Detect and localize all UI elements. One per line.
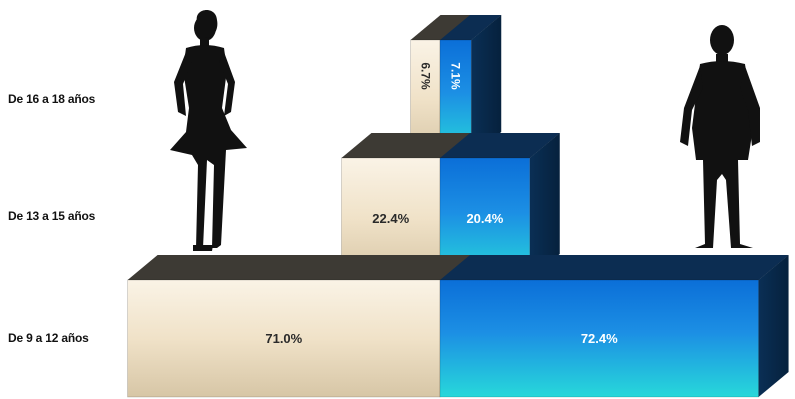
data-label-male-de-9-a-12-a-os: 72.4% (581, 331, 618, 346)
bar-top-face-male-de-16-a-18-a-os (440, 15, 502, 40)
female-silhouette-icon (170, 9, 247, 251)
bar-side-face-de-9-a-12-a-os (758, 255, 789, 397)
bar-side-face-de-16-a-18-a-os (471, 15, 502, 157)
category-label-16-18: De 16 a 18 años (8, 92, 96, 106)
data-label-female-de-16-a-18-a-os: 6.7% (418, 62, 432, 90)
data-label-male-de-13-a-15-a-os: 20.4% (466, 211, 503, 226)
labels-layer: 6.7% 7.1% 22.4% 20.4% 71.0% 72.4% (265, 62, 618, 346)
category-label-13-15: De 13 a 15 años (8, 209, 96, 223)
data-label-female-de-13-a-15-a-os: 22.4% (372, 211, 409, 226)
male-silhouette-icon (680, 25, 760, 248)
bar-top-face-male-de-13-a-15-a-os (440, 133, 560, 158)
bars-layer (127, 15, 789, 398)
bar-female-de-9-a-12-a-os (127, 279, 441, 398)
bar-side-face-de-13-a-15-a-os (529, 133, 560, 279)
data-label-female-de-9-a-12-a-os: 71.0% (265, 331, 302, 346)
bar-group-de-9-a-12-a-os (127, 255, 789, 398)
category-label-9-12: De 9 a 12 años (8, 331, 89, 345)
data-label-male-de-16-a-18-a-os: 7.1% (449, 62, 463, 90)
bar-top-face-male-de-9-a-12-a-os (440, 255, 789, 280)
bar-male-de-9-a-12-a-os (439, 279, 759, 398)
